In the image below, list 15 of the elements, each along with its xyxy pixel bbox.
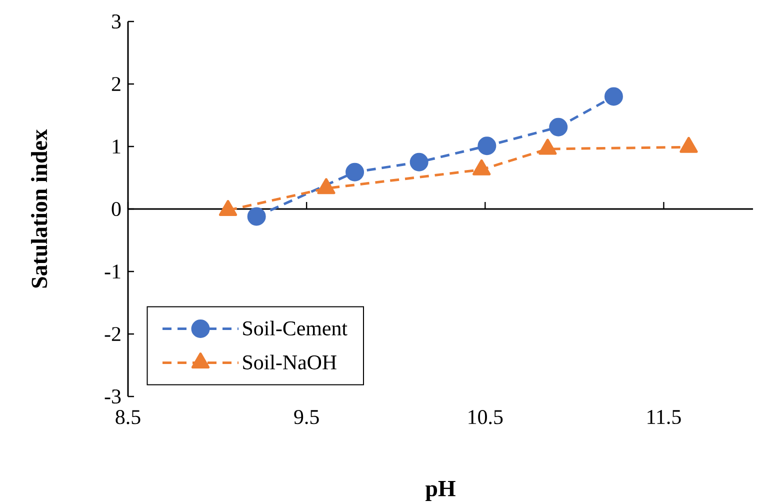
- x-tick-label: 8.5: [116, 410, 140, 424]
- x-tick-label: 11.5: [648, 410, 681, 424]
- y-tick-label: -3: [104, 389, 121, 404]
- x-tick-label: 9.5: [294, 410, 319, 424]
- y-tick-label: -1: [104, 264, 120, 278]
- y-tick-label: 0: [112, 202, 121, 216]
- y-tick-label: 2: [112, 77, 120, 91]
- y-tick-label: 3: [112, 14, 121, 29]
- x-axis-title: pH: [426, 481, 456, 501]
- legend-label: Soil-Cement: [243, 320, 348, 336]
- legend-label: Soil-NaOH: [243, 354, 336, 370]
- y-tick-label: -2: [104, 327, 120, 341]
- y-tick-label: 1: [112, 140, 120, 154]
- x-tick-label: 10.5: [468, 410, 503, 424]
- y-axis-title: Satulation index: [31, 129, 48, 288]
